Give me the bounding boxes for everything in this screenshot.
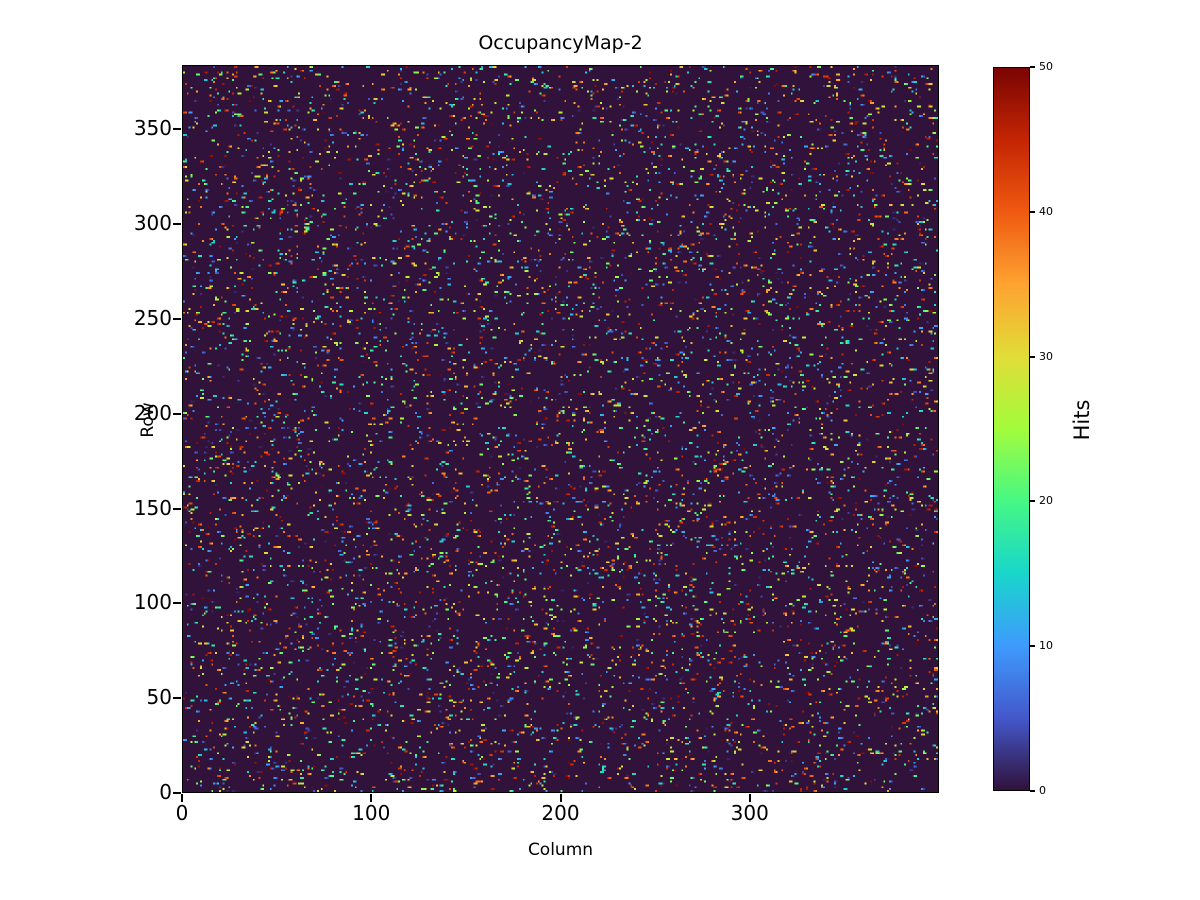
colorbar [993,67,1030,791]
colorbar-tick-mark [1030,500,1035,503]
colorbar-tick-mark [1030,790,1035,792]
heatmap-plot-area [182,65,939,793]
y-tick-label: 100 [133,590,172,615]
colorbar-tick-label: 50 [1039,60,1053,73]
y-tick-mark [173,128,181,131]
x-tick-mark [559,794,562,802]
y-tick-label: 250 [133,306,172,331]
y-tick-mark [173,602,181,605]
x-tick-label: 300 [730,801,769,825]
colorbar-tick-label: 0 [1039,784,1046,797]
colorbar-tick-label: 20 [1039,494,1053,508]
y-tick-label: 200 [133,400,172,425]
y-tick-mark [173,223,181,226]
heatmap-canvas [183,66,938,792]
y-tick-label: 0 [159,780,172,804]
x-axis-label: Column [527,840,594,860]
y-tick-label: 350 [133,116,172,141]
x-tick-mark [181,794,183,802]
y-tick-label: 150 [133,495,172,520]
x-tick-label: 100 [352,801,391,825]
y-tick-mark [173,412,181,415]
y-tick-mark [173,792,181,794]
colorbar-tick-label: 30 [1039,349,1053,363]
colorbar-tick-mark [1030,210,1035,213]
colorbar-tick-label: 10 [1039,639,1053,653]
y-tick-label: 300 [133,211,172,236]
colorbar-tick-label: 40 [1039,204,1053,218]
colorbar-tick-mark [1030,355,1035,358]
colorbar-tick-mark [1030,66,1035,68]
colorbar-tick-mark [1030,645,1035,648]
x-tick-label: 200 [541,801,580,825]
y-tick-mark [173,318,181,321]
x-tick-label: 0 [175,801,189,825]
y-tick-mark [173,507,181,510]
y-tick-mark [173,697,181,700]
x-tick-mark [370,794,373,802]
x-tick-mark [748,794,751,802]
y-tick-label: 50 [146,685,172,710]
colorbar-label: Hits [1070,399,1094,441]
plot-title: OccupancyMap-2 [478,32,643,54]
y-axis-label: Row [138,402,158,438]
